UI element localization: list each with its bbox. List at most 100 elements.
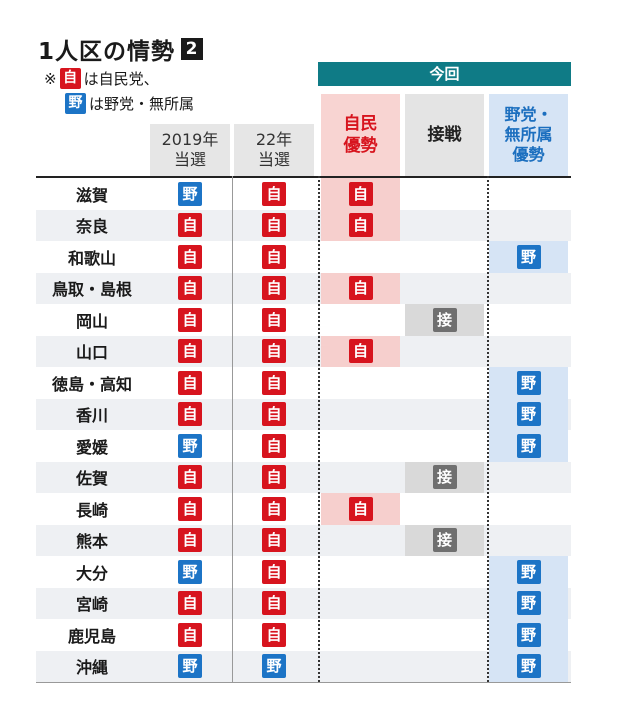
result-22-cell: 野 (234, 651, 314, 683)
result-22-badge: 自 (262, 465, 286, 490)
yato-lead-cell (489, 273, 568, 305)
result-22-cell: 自 (234, 241, 314, 273)
result-2019-badge: 自 (178, 276, 202, 301)
close-race-cell (405, 651, 484, 683)
close-race-cell: 接 (405, 461, 484, 493)
result-2019-cell: 野 (150, 651, 230, 683)
jimin-lead-cell: 自 (321, 272, 400, 304)
result-22-badge: 自 (262, 559, 286, 584)
table-row: 熊本 自 自 接 (36, 524, 571, 557)
legend-jimin-chip: 自 (59, 68, 81, 89)
district-name: 岡山 (75, 311, 108, 331)
yato-lead-cell: 野 (489, 556, 568, 588)
table-row: 大分 野 自 野 (36, 556, 571, 588)
divider-dotted-left (318, 176, 320, 682)
jimin-lead-cell: 自 (321, 209, 400, 241)
close-race-cell (405, 399, 484, 431)
result-2019-cell: 自 (150, 273, 230, 305)
result-2019-cell: 野 (150, 178, 230, 210)
result-2019-badge: 自 (178, 496, 202, 521)
result-2019-cell: 自 (150, 367, 230, 399)
yato-lead-cell: 野 (489, 430, 568, 462)
result-22-badge: 自 (262, 181, 286, 206)
yato-lead-cell: 野 (489, 650, 568, 682)
jimin-lead-cell (321, 525, 400, 557)
col-header-yato-lead: 野党・ 無所属 優勢 (489, 94, 568, 176)
legend-jimin: ※ 自 は自民党、 (44, 68, 159, 89)
result-22-badge: 自 (262, 307, 286, 332)
district-name: 佐賀 (75, 469, 108, 489)
district-name: 奈良 (75, 217, 108, 237)
table-row: 佐賀 自 自 接 (36, 461, 571, 494)
district-name: 徳島・高知 (51, 374, 132, 394)
result-2019-badge: 野 (178, 433, 202, 458)
current-badge: 自 (348, 181, 373, 206)
result-22-badge: 自 (262, 339, 286, 364)
result-22-cell: 自 (234, 588, 314, 620)
district-name: 宮崎 (75, 595, 108, 615)
current-badge: 野 (516, 244, 541, 269)
district-name: 大分 (75, 563, 108, 583)
close-race-cell: 接 (405, 524, 484, 556)
table-bottom-rule (36, 682, 571, 683)
current-badge: 自 (348, 339, 373, 364)
yato-lead-cell: 野 (489, 367, 568, 399)
result-22-badge: 自 (262, 496, 286, 521)
result-2019-badge: 自 (178, 213, 202, 238)
col-header-22: 22年 当選 (234, 124, 314, 176)
divider-line (232, 176, 233, 682)
district-name: 愛媛 (75, 437, 108, 457)
col-header-jimin-line1: 自民 (343, 114, 378, 134)
legend-yato: 野 は野党・無所属 (62, 93, 194, 114)
col-header-22-line1: 22年 (255, 130, 293, 149)
table-row: 奈良 自 自 自 (36, 209, 571, 242)
current-badge: 野 (516, 591, 541, 616)
current-badge: 野 (516, 654, 541, 679)
table-row: 愛媛 野 自 野 (36, 430, 571, 462)
col-header-jimin-line2: 優勢 (343, 136, 378, 156)
yato-lead-cell: 野 (489, 587, 568, 619)
close-race-cell (405, 210, 484, 242)
result-22-cell: 自 (234, 210, 314, 242)
result-2019-cell: 自 (150, 462, 230, 494)
jimin-lead-cell (321, 556, 400, 588)
table-row: 宮崎 自 自 野 (36, 587, 571, 620)
col-header-close-race: 接戦 (405, 94, 484, 176)
table-row: 香川 自 自 野 (36, 398, 571, 431)
col-header-2019-line1: 2019年 (161, 130, 219, 149)
result-22-badge: 自 (262, 276, 286, 301)
result-2019-badge: 自 (178, 402, 202, 427)
result-2019-badge: 自 (178, 622, 202, 647)
result-2019-cell: 自 (150, 399, 230, 431)
yato-lead-cell: 野 (489, 241, 568, 273)
result-2019-badge: 自 (178, 307, 202, 332)
result-2019-cell: 野 (150, 556, 230, 588)
close-race-cell (405, 367, 484, 399)
table-row: 徳島・高知 自 自 野 (36, 367, 571, 399)
close-race-cell (405, 493, 484, 525)
result-22-badge: 自 (262, 433, 286, 458)
district-name: 和歌山 (67, 248, 116, 268)
result-2019-cell: 自 (150, 210, 230, 242)
result-22-cell: 自 (234, 367, 314, 399)
close-race-cell: 接 (405, 304, 484, 336)
result-2019-badge: 自 (178, 591, 202, 616)
result-22-badge: 野 (262, 654, 286, 679)
result-22-badge: 自 (262, 528, 286, 553)
yato-lead-cell (489, 525, 568, 557)
jimin-lead-cell (321, 241, 400, 273)
current-badge: 野 (516, 559, 541, 584)
result-2019-badge: 野 (178, 181, 202, 206)
result-2019-badge: 自 (178, 370, 202, 395)
close-race-cell (405, 556, 484, 588)
table-row: 岡山 自 自 接 (36, 304, 571, 336)
result-22-cell: 自 (234, 336, 314, 368)
divider-dotted-right (487, 176, 489, 682)
result-22-badge: 自 (262, 402, 286, 427)
result-2019-badge: 野 (178, 559, 202, 584)
result-2019-badge: 自 (178, 339, 202, 364)
result-2019-cell: 自 (150, 525, 230, 557)
konkai-header: 今回 (318, 62, 571, 86)
current-badge: 接 (432, 465, 457, 490)
table-row: 和歌山 自 自 野 (36, 241, 571, 273)
